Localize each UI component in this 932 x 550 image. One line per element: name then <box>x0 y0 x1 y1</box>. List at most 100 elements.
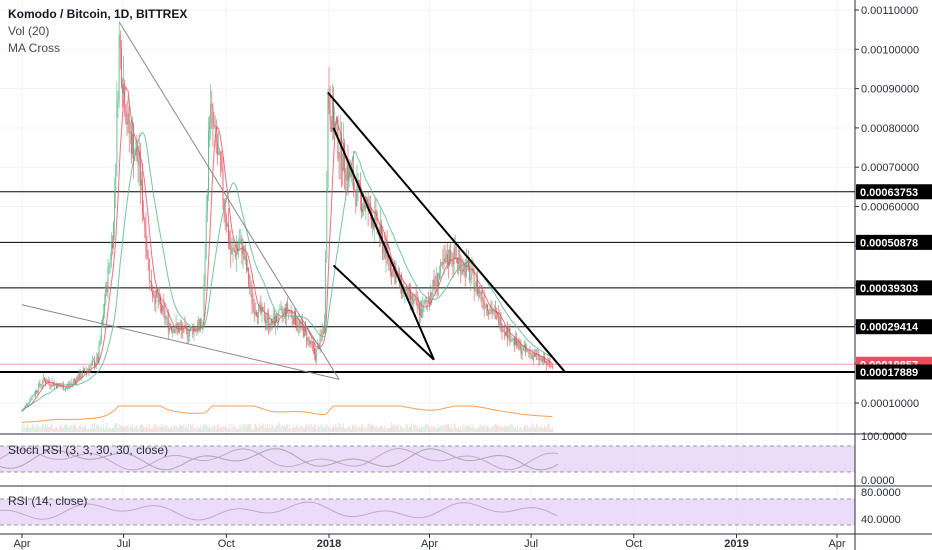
volume-bar <box>344 428 346 432</box>
candle-body <box>58 383 60 385</box>
volume-bar <box>510 423 512 432</box>
volume-bar <box>420 428 421 432</box>
volume-bar <box>208 427 209 432</box>
candle-body <box>519 344 521 349</box>
volume-bar <box>269 425 271 432</box>
candle-body <box>361 193 362 213</box>
price-tag-bg <box>856 184 932 200</box>
candle-body <box>268 316 270 328</box>
volume-bar <box>263 428 265 432</box>
volume-bar <box>206 426 208 432</box>
x-tick-label: Oct <box>625 538 642 550</box>
volume-bar <box>378 427 380 432</box>
candle-body <box>167 317 169 331</box>
volume-bar <box>168 428 170 432</box>
volume-bar <box>125 426 127 432</box>
volume-bar <box>203 424 205 432</box>
stoch-rsi-label[interactable]: Stoch RSI (3, 3, 30, 30, close) <box>8 443 169 457</box>
volume-bar <box>165 425 167 432</box>
y-tick-label: 0.00010000 <box>861 398 919 410</box>
candle-body <box>64 389 65 391</box>
volume-bar <box>304 427 305 432</box>
candle-body <box>489 312 491 315</box>
volume-bar <box>493 424 495 432</box>
candle-body <box>31 396 33 400</box>
candle-body <box>206 195 208 212</box>
volume-bar <box>98 426 100 432</box>
candle-body <box>422 304 424 318</box>
volume-bar <box>189 429 190 432</box>
volume-bar <box>490 428 492 432</box>
candle-body <box>56 384 58 388</box>
ma-fast-line <box>21 85 553 412</box>
candle-body <box>87 369 89 371</box>
volume-bar <box>28 427 30 432</box>
candle-body <box>348 166 350 181</box>
candle-body <box>80 376 82 378</box>
candle-body <box>405 286 407 291</box>
volume-bar <box>141 423 142 432</box>
volume-bar <box>457 428 458 432</box>
volume-bar <box>84 426 85 432</box>
x-tick-label: 2019 <box>724 538 748 550</box>
x-axis-ticks: Apr Jul Oct 2018 Apr Jul Oct 2019 Apr <box>13 534 846 550</box>
candle-body <box>185 325 187 328</box>
volume-bar <box>27 423 28 432</box>
candle-body <box>280 308 282 310</box>
candle-body <box>432 279 434 296</box>
volume-bar <box>444 424 446 432</box>
volume-bar <box>195 429 197 432</box>
volume-bar <box>39 427 41 432</box>
candle-body <box>211 104 213 108</box>
candle-body <box>128 113 130 134</box>
volume-bar <box>343 423 344 432</box>
candle-body <box>434 285 436 287</box>
volume-bar <box>371 424 372 432</box>
trendlines[interactable] <box>21 21 566 380</box>
volume-bar <box>180 425 181 432</box>
symbol-title[interactable]: Komodo / Bitcoin, 1D, BITTREX <box>8 7 188 21</box>
volume-bar <box>515 427 516 432</box>
candle-body <box>258 304 260 318</box>
volume-bar <box>307 427 309 432</box>
candle-body <box>487 304 488 311</box>
volume-bar <box>29 428 31 432</box>
volume-bar <box>458 427 459 432</box>
volume-bar <box>275 427 276 432</box>
candle-body <box>209 122 210 132</box>
volume-bar <box>316 429 318 432</box>
volume-bar <box>349 425 351 432</box>
volume-bar <box>435 428 437 432</box>
volume-bar <box>487 426 488 432</box>
volume-bar <box>46 427 47 432</box>
volume-bar <box>484 428 486 432</box>
candle-body <box>449 249 450 266</box>
candle-body <box>448 262 449 266</box>
candle-body <box>35 390 36 395</box>
candle-body <box>441 262 443 263</box>
rsi-label[interactable]: RSI (14, close) <box>8 494 88 508</box>
volume-bar <box>500 426 502 432</box>
candle-body <box>33 394 35 396</box>
volume-bar <box>309 425 311 432</box>
volume-bar <box>422 427 424 432</box>
volume-bar <box>239 425 241 432</box>
volume-bar <box>547 423 549 432</box>
candle-body <box>51 382 53 387</box>
candle-body <box>336 120 338 125</box>
volume-bar <box>201 428 203 432</box>
candle-body <box>518 340 520 349</box>
price-tags: 0.00063753 0.00050878 0.00039303 0.00029414… <box>856 184 932 380</box>
candle-body <box>384 245 386 258</box>
volume-bar <box>161 424 162 432</box>
volume-bar <box>368 422 370 432</box>
volume-bar <box>215 428 217 432</box>
ma-cross-indicator-label[interactable]: MA Cross <box>8 41 61 55</box>
volume-indicator-label[interactable]: Vol (20) <box>8 24 50 38</box>
candle-body <box>392 268 394 276</box>
volume-bar <box>462 423 464 432</box>
y-tick-label: 0.00110000 <box>861 5 918 17</box>
volume-bar <box>502 428 504 432</box>
candle-body <box>109 260 111 266</box>
